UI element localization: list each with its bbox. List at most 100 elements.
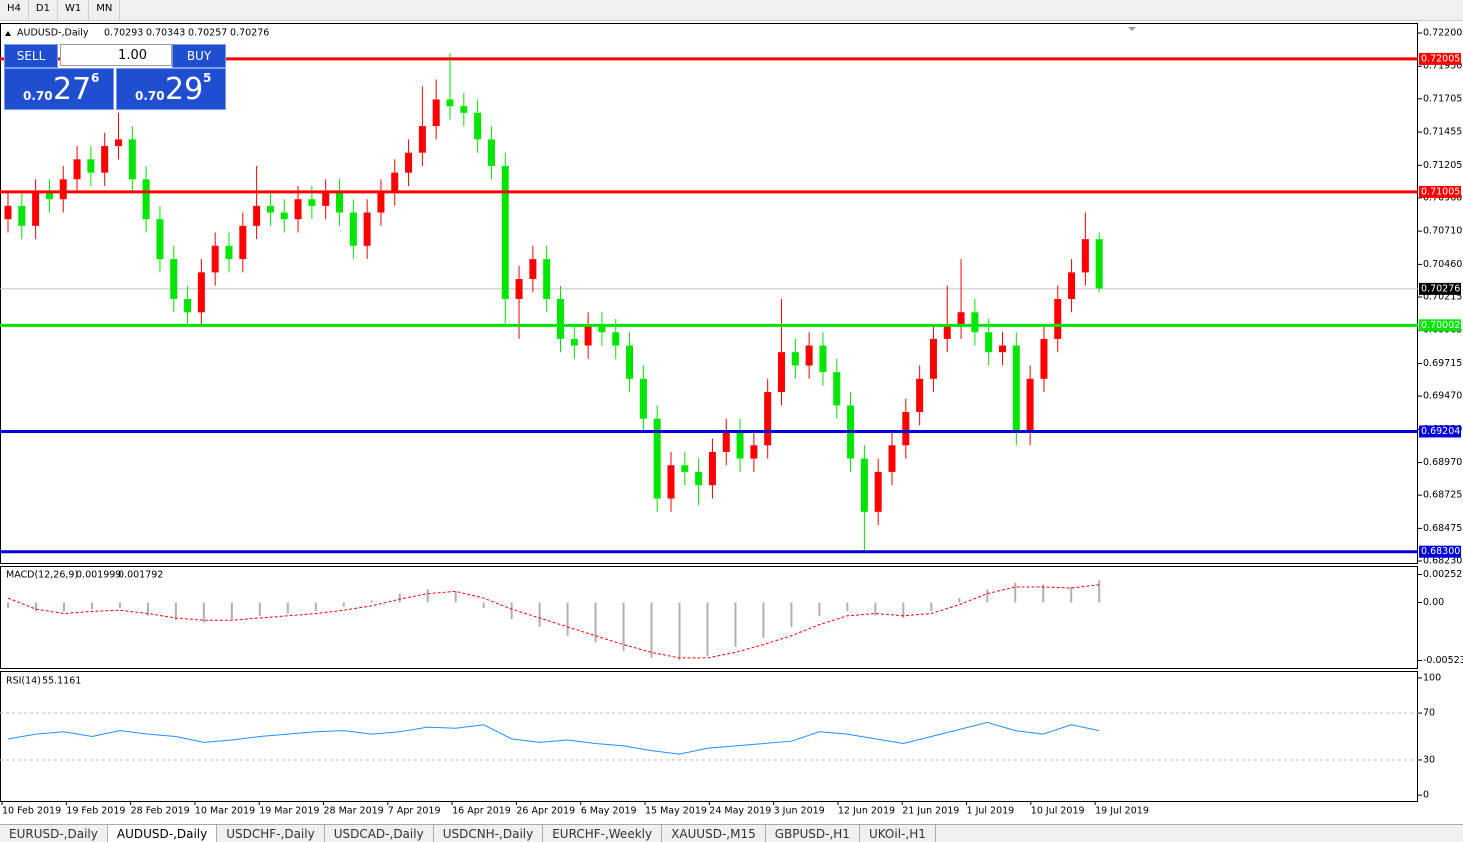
x-tick-label: 7 Apr 2019 — [388, 806, 441, 817]
chart-tab[interactable]: UKOil-,H1 — [860, 825, 936, 842]
candle-body — [557, 298, 564, 339]
candle-body — [253, 205, 261, 226]
candle-body — [266, 205, 274, 213]
chart-tab[interactable]: XAUUSD-,M15 — [662, 825, 766, 842]
y-tick-label: 0.68725 — [1423, 490, 1462, 501]
y-tick-label: 30 — [1423, 754, 1435, 765]
candle-body — [32, 192, 40, 226]
x-tick-label: 24 May 2019 — [709, 806, 771, 817]
candle-body — [4, 205, 12, 220]
candle-body — [805, 345, 813, 366]
candle-body — [722, 431, 730, 452]
one-click-trading: SELL 1.00 BUY 0.70 27 6 0.70 29 5 — [4, 44, 226, 110]
y-tick-label: 0 — [1423, 790, 1429, 801]
timeframe-button[interactable]: H4 — [0, 0, 29, 20]
candle-body — [73, 159, 81, 180]
candle-body — [197, 272, 205, 313]
chart-tab[interactable]: EURCHF-,Weekly — [543, 825, 663, 842]
candle-body — [59, 179, 67, 200]
sell-button[interactable]: SELL — [4, 44, 58, 68]
timeframe-button[interactable]: W1 — [58, 0, 90, 20]
candle-body — [446, 99, 454, 107]
candle-body — [543, 259, 551, 299]
candle-body — [460, 106, 468, 113]
candle-body — [1095, 239, 1103, 289]
candle-body — [432, 99, 440, 127]
y-tick-label: -0.005234 — [1423, 655, 1463, 666]
candle-body — [349, 212, 357, 246]
chart-title: AUDUSD-,Daily — [17, 28, 89, 39]
x-tick-label: 21 Jun 2019 — [902, 806, 959, 817]
lot-input[interactable]: 1.00 — [60, 44, 172, 66]
y-tick-label: 0.71705 — [1423, 93, 1462, 104]
candle-body — [778, 352, 785, 393]
y-tick-label: 0.69470 — [1423, 391, 1462, 402]
chart-tab[interactable]: USDCNH-,Daily — [434, 825, 544, 842]
candle-body — [363, 212, 371, 246]
candle-body — [1012, 345, 1020, 432]
candle-body — [971, 312, 979, 333]
level-label: 0.69204 — [1421, 426, 1460, 437]
price-big: 0.70 — [135, 89, 165, 103]
ohlc-high: 0.70343 — [146, 28, 185, 39]
price-fraction: 6 — [91, 71, 100, 85]
macd-signal-line — [7, 584, 1100, 659]
chart-tab[interactable]: EURUSD-,Daily — [0, 825, 108, 842]
candle-body — [377, 192, 385, 213]
candle-body — [584, 325, 592, 346]
chart-tab[interactable]: AUDUSD-,Daily — [107, 825, 218, 842]
chart-tab[interactable]: USDCHF-,Daily — [217, 825, 325, 842]
level-label: 0.68300 — [1421, 546, 1460, 557]
y-tick-label: 0.71455 — [1423, 127, 1462, 138]
candle-body — [1054, 298, 1062, 339]
candle-body — [943, 325, 951, 339]
candle-body — [487, 139, 495, 166]
level-label-bg — [1419, 425, 1461, 438]
candle-body — [336, 192, 343, 213]
last-price-label-bg — [1419, 282, 1461, 295]
candle-body — [874, 471, 882, 512]
candle-body — [929, 338, 937, 379]
candle-body — [598, 325, 606, 333]
candle-body — [87, 159, 95, 173]
price-fraction: 5 — [203, 71, 212, 85]
candle-body — [1081, 239, 1089, 273]
candle-body — [418, 126, 426, 153]
x-tick-label: 28 Mar 2019 — [324, 806, 384, 817]
candle-body — [750, 445, 758, 459]
y-tick-label: 0.70215 — [1423, 292, 1462, 303]
candle-body — [999, 345, 1006, 353]
sell-price[interactable]: 0.70 27 6 — [4, 68, 114, 110]
candle-body — [902, 412, 910, 446]
candle-body — [239, 225, 247, 260]
main-pane — [0, 23, 1418, 564]
timeframe-button[interactable]: D1 — [29, 0, 58, 20]
x-tick-label: 3 Jun 2019 — [774, 806, 825, 817]
level-label-bg — [1419, 545, 1461, 558]
candle-body — [474, 112, 482, 140]
timeframe-toolbar: H4 D1 W1 MN — [0, 0, 1463, 21]
buy-price[interactable]: 0.70 29 5 — [116, 68, 226, 110]
chart-tab[interactable]: USDCAD-,Daily — [325, 825, 434, 842]
candle-body — [184, 298, 192, 313]
chart-tab[interactable]: GBPUSD-,H1 — [766, 825, 860, 842]
candle-body — [860, 458, 868, 512]
candle-body — [1068, 272, 1076, 299]
rsi-title: RSI(14) — [6, 676, 41, 687]
timeframe-button[interactable]: MN — [89, 0, 121, 20]
rsi-pane — [0, 671, 1418, 802]
candle-body — [529, 259, 537, 280]
buy-button[interactable]: BUY — [172, 44, 226, 68]
candle-body — [681, 465, 689, 472]
x-tick-label: 12 Jun 2019 — [838, 806, 895, 817]
candle-body — [115, 139, 122, 147]
candle-body — [128, 139, 136, 180]
candle-body — [156, 219, 164, 260]
chart-tabs: EURUSD-,Daily AUDUSD-,Daily USDCHF-,Daily U… — [0, 824, 1463, 842]
y-tick-label: 70 — [1423, 708, 1435, 719]
candle-body — [308, 199, 316, 206]
x-tick-label: 19 Feb 2019 — [66, 806, 125, 817]
y-tick-label: 0.70460 — [1423, 259, 1462, 270]
y-tick-label: 0.00 — [1423, 597, 1444, 608]
